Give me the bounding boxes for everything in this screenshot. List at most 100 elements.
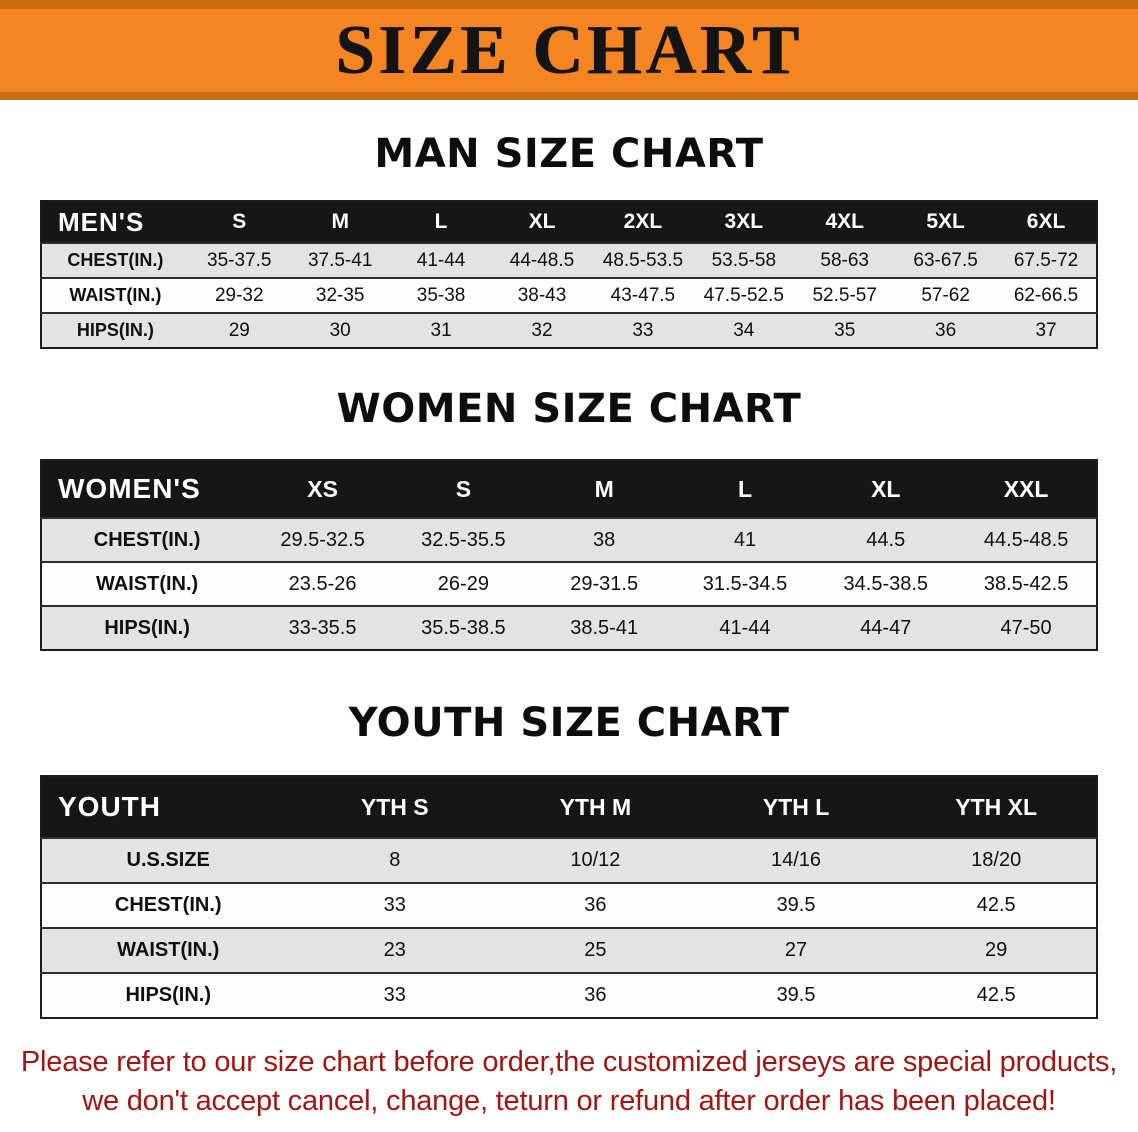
column-header: L — [674, 460, 816, 518]
size-value-cell: 29-31.5 — [533, 561, 675, 606]
table-row: CHEST(IN.) 35-37.5 37.5-41 41-44 44-48.5 48.5… — [41, 242, 1097, 278]
column-header: YTH S — [294, 776, 496, 838]
row-label: WAIST(IN.) — [41, 927, 295, 973]
size-value-cell: 47.5-52.5 — [693, 277, 795, 313]
size-value-cell: 41 — [674, 517, 816, 562]
size-value-cell: 34 — [693, 312, 795, 348]
size-value-cell: 27 — [695, 927, 897, 973]
row-label: HIPS(IN.) — [41, 312, 189, 348]
column-header: 3XL — [693, 201, 795, 243]
column-header: S — [392, 460, 534, 518]
size-value-cell: 23 — [294, 927, 496, 973]
page-title: SIZE CHART — [335, 11, 803, 89]
size-value-cell: 63-67.5 — [895, 242, 997, 278]
size-value-cell: 44.5-48.5 — [956, 517, 1097, 562]
row-label: WAIST(IN.) — [41, 561, 253, 606]
column-header: XXL — [956, 460, 1097, 518]
size-chart-banner: SIZE CHART — [0, 0, 1138, 100]
table-corner-label: WOMEN'S — [41, 460, 253, 518]
size-value-cell: 29 — [896, 927, 1097, 973]
size-value-cell: 35 — [794, 312, 896, 348]
size-value-cell: 37 — [996, 312, 1097, 348]
table-row: WAIST(IN.) 23.5-26 26-29 29-31.5 31.5-34.5 34… — [41, 561, 1097, 606]
table-row: CHEST(IN.) 29.5-32.5 32.5-35.5 38 41 44.5 44.5… — [41, 517, 1097, 562]
size-value-cell: 25 — [495, 927, 696, 973]
size-value-cell: 29-32 — [188, 277, 290, 313]
size-value-cell: 52.5-57 — [794, 277, 896, 313]
size-value-cell: 38-43 — [491, 277, 593, 313]
column-header: 4XL — [794, 201, 896, 243]
column-header: YTH L — [695, 776, 897, 838]
size-value-cell: 33 — [294, 882, 496, 928]
table-row: U.S.SIZE 8 10/12 14/16 18/20 — [41, 837, 1097, 883]
table-row: HIPS(IN.) 33 36 39.5 42.5 — [41, 972, 1097, 1018]
size-value-cell: 43-47.5 — [592, 277, 694, 313]
size-value-cell: 36 — [495, 882, 696, 928]
size-value-cell: 36 — [495, 972, 696, 1018]
size-value-cell: 37.5-41 — [289, 242, 391, 278]
column-header: YTH M — [495, 776, 696, 838]
column-header: 2XL — [592, 201, 694, 243]
size-value-cell: 44-47 — [815, 605, 957, 650]
size-value-cell: 31 — [390, 312, 492, 348]
column-header: M — [289, 201, 391, 243]
size-value-cell: 38.5-42.5 — [956, 561, 1097, 606]
size-value-cell: 33 — [294, 972, 496, 1018]
size-value-cell: 38 — [533, 517, 675, 562]
disclaimer-text: Please refer to our size chart before or… — [0, 1043, 1138, 1121]
size-value-cell: 38.5-41 — [533, 605, 675, 650]
size-value-cell: 39.5 — [695, 882, 897, 928]
disclaimer-line-2: we don't accept cancel, change, teturn o… — [82, 1085, 1056, 1118]
size-value-cell: 42.5 — [896, 882, 1097, 928]
size-value-cell: 29.5-32.5 — [252, 517, 393, 562]
size-value-cell: 31.5-34.5 — [674, 561, 816, 606]
size-value-cell: 10/12 — [495, 837, 696, 883]
size-value-cell: 35-37.5 — [188, 242, 290, 278]
row-label: WAIST(IN.) — [41, 277, 189, 313]
table-row: WAIST(IN.) 29-32 32-35 35-38 38-43 43-47.5 47.… — [41, 277, 1097, 313]
size-value-cell: 57-62 — [895, 277, 997, 313]
size-value-cell: 33-35.5 — [252, 605, 393, 650]
size-value-cell: 32.5-35.5 — [392, 517, 534, 562]
size-value-cell: 30 — [289, 312, 391, 348]
size-value-cell: 44.5 — [815, 517, 957, 562]
row-label: HIPS(IN.) — [41, 972, 295, 1018]
size-value-cell: 18/20 — [896, 837, 1097, 883]
size-value-cell: 47-50 — [956, 605, 1097, 650]
row-label: HIPS(IN.) — [41, 605, 253, 650]
youth-section-heading: YOUTH SIZE CHART — [348, 700, 790, 746]
size-value-cell: 35.5-38.5 — [392, 605, 534, 650]
size-value-cell: 62-66.5 — [996, 277, 1097, 313]
youth-size-table: YOUTH YTH S YTH M YTH L YTH XL U.S.SIZE 8 10/12… — [40, 775, 1098, 1019]
size-value-cell: 67.5-72 — [996, 242, 1097, 278]
size-value-cell: 58-63 — [794, 242, 896, 278]
column-header: XL — [815, 460, 957, 518]
women-size-table: WOMEN'S XS S M L XL XXL CHEST(IN.) 29.5-32.5 32.5… — [40, 459, 1098, 651]
size-value-cell: 29 — [188, 312, 290, 348]
size-value-cell: 32-35 — [289, 277, 391, 313]
table-header-row: YOUTH YTH S YTH M YTH L YTH XL — [41, 776, 1097, 838]
size-value-cell: 41-44 — [674, 605, 816, 650]
table-row: WAIST(IN.) 23 25 27 29 — [41, 927, 1097, 973]
size-value-cell: 44-48.5 — [491, 242, 593, 278]
column-header: XL — [491, 201, 593, 243]
column-header: L — [390, 201, 492, 243]
men-size-table: MEN'S S M L XL 2XL 3XL 4XL 5XL 6XL CHEST(IN.) 35-37… — [40, 200, 1098, 349]
size-value-cell: 41-44 — [390, 242, 492, 278]
table-row: HIPS(IN.) 29 30 31 32 33 34 35 36 37 — [41, 312, 1097, 348]
row-label: CHEST(IN.) — [41, 882, 295, 928]
row-label: CHEST(IN.) — [41, 517, 253, 562]
table-header-row: WOMEN'S XS S M L XL XXL — [41, 460, 1097, 518]
size-value-cell: 23.5-26 — [252, 561, 393, 606]
row-label: U.S.SIZE — [41, 837, 295, 883]
size-value-cell: 36 — [895, 312, 997, 348]
size-value-cell: 14/16 — [695, 837, 897, 883]
column-header: 5XL — [895, 201, 997, 243]
men-section-heading: MAN SIZE CHART — [374, 131, 764, 177]
size-value-cell: 48.5-53.5 — [592, 242, 694, 278]
size-value-cell: 8 — [294, 837, 496, 883]
column-header: M — [533, 460, 675, 518]
size-value-cell: 39.5 — [695, 972, 897, 1018]
size-value-cell: 33 — [592, 312, 694, 348]
women-section-heading: WOMEN SIZE CHART — [336, 386, 802, 432]
